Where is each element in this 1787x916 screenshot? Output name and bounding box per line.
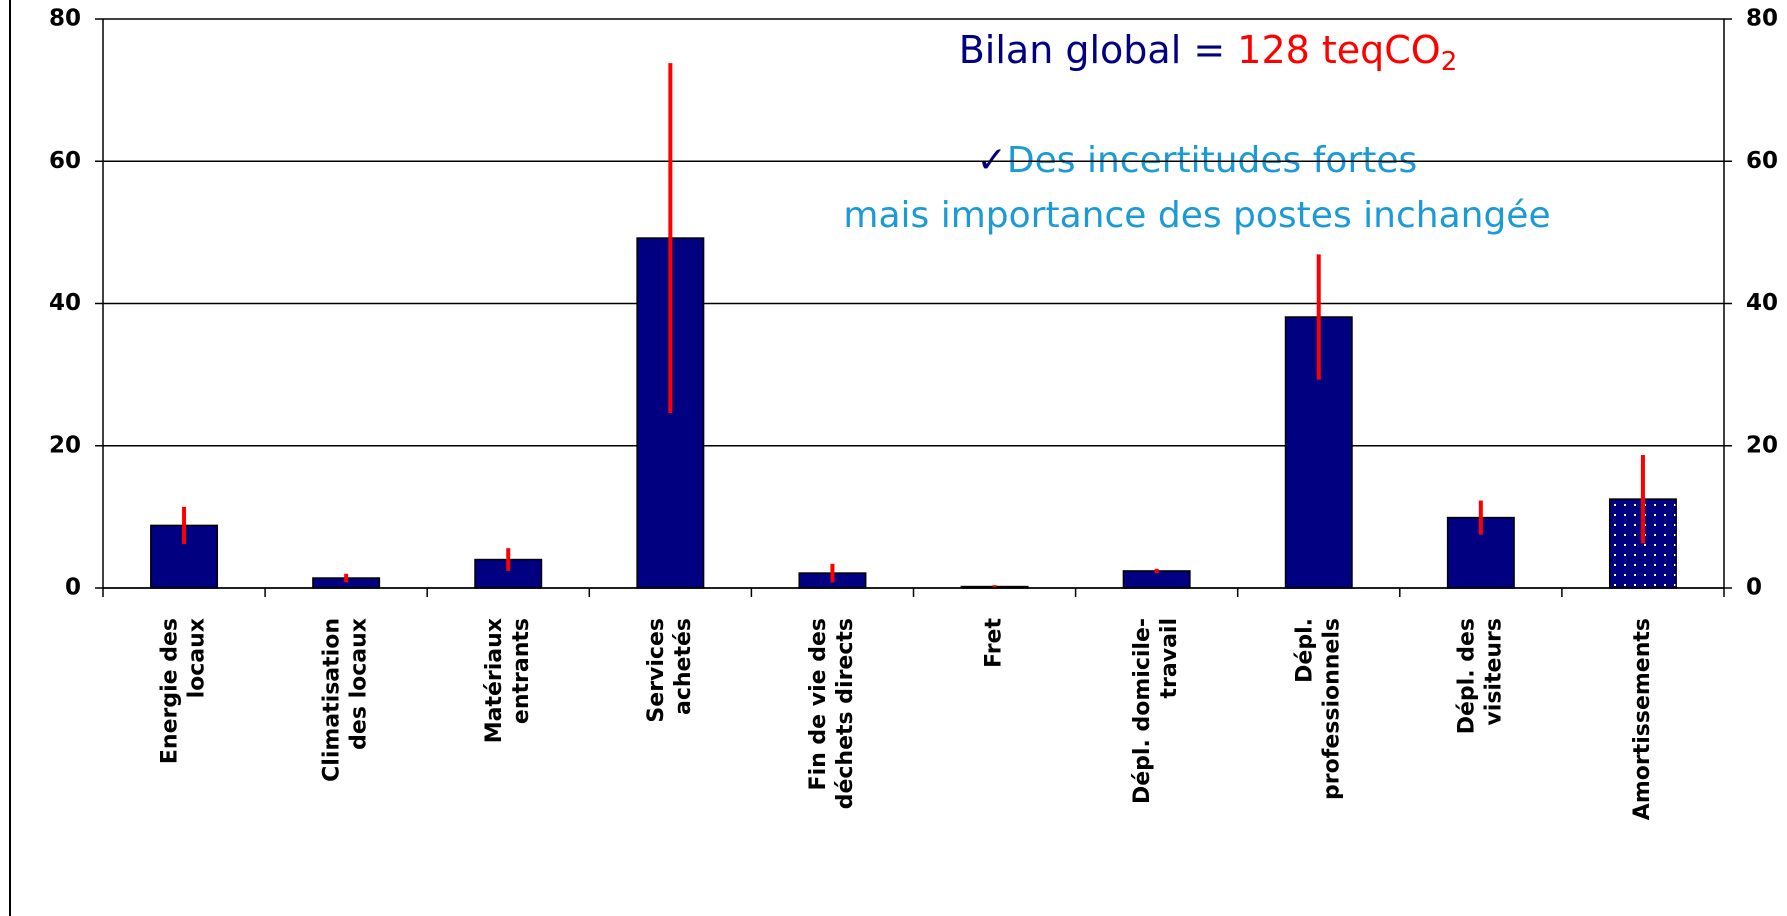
x-tick-label: locaux <box>185 618 210 698</box>
x-tick-label: Amortissements <box>1630 618 1655 820</box>
x-tick-label: Services <box>644 618 669 723</box>
x-tick-label: Energie des <box>158 618 183 764</box>
y2-tick-label: 20 <box>1746 432 1778 458</box>
summary-value: 128 teqCO <box>1237 28 1440 72</box>
x-tick-label: Fret <box>982 618 1007 668</box>
y2-tick-label: 60 <box>1746 148 1778 174</box>
y-tick-label: 40 <box>49 290 81 316</box>
y2-tick-label: 80 <box>1746 6 1778 32</box>
summary: Bilan global = 128 teqCO2 <box>959 28 1458 77</box>
summary-prefix: Bilan global = <box>959 28 1238 72</box>
y-tick-label: 80 <box>49 6 81 32</box>
bar <box>1122 570 1191 589</box>
x-tick-label: entrants <box>509 618 534 724</box>
x-tick-label: Matériaux <box>482 618 507 743</box>
x-tick-label: visiteurs <box>1481 618 1506 726</box>
x-tick-label: Dépl. domicile- <box>1130 618 1155 804</box>
x-tick-label: travail <box>1157 618 1182 698</box>
x-tick-label: Dépl. des <box>1454 618 1479 734</box>
x-tick-label: Dépl. <box>1292 618 1317 683</box>
x-tick-label: des locaux <box>347 618 372 750</box>
y2-tick-label: 40 <box>1746 290 1778 316</box>
y-tick-label: 0 <box>65 575 81 601</box>
note-text: mais importance des postes inchangée <box>843 195 1550 236</box>
summary-subscript: 2 <box>1441 47 1458 77</box>
x-tick-label: Fin de vie des <box>806 618 831 790</box>
x-tick-label: professionnels <box>1319 618 1344 800</box>
x-tick-label: Climatisation <box>320 618 345 782</box>
x-tick-label: déchets directs <box>833 618 858 809</box>
y2-tick-label: 0 <box>1746 575 1762 601</box>
y-tick-label: 20 <box>49 432 81 458</box>
y-tick-label: 60 <box>49 148 81 174</box>
x-tick-label: achetés <box>671 618 696 715</box>
